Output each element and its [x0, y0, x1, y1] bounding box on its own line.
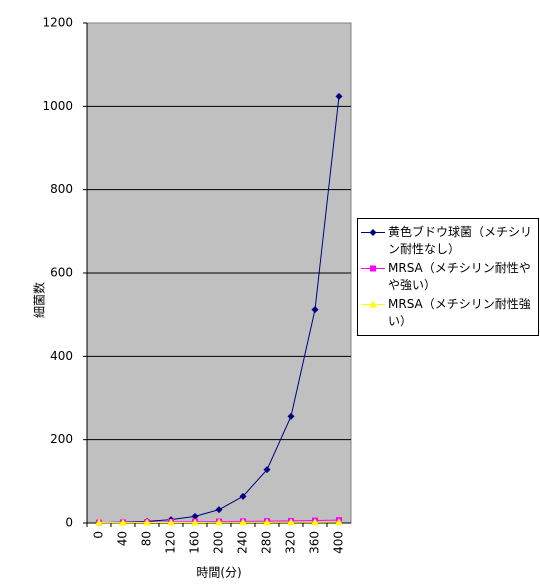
y-tick-label: 0 — [65, 516, 73, 530]
marker — [239, 518, 247, 526]
x-tick-label: 360 — [308, 531, 322, 554]
x-tick-label: 0 — [92, 531, 106, 539]
x-axis-label: 時間(分) — [196, 566, 241, 580]
marker — [370, 265, 376, 272]
legend-swatch — [361, 229, 385, 236]
legend-label: 黄色ブドウ球菌（メチシリン耐性なし） — [388, 225, 533, 256]
y-tick-label: 200 — [50, 432, 73, 446]
marker — [239, 492, 247, 500]
x-tick-label: 400 — [332, 531, 346, 554]
marker — [263, 518, 271, 526]
marker — [369, 300, 377, 308]
marker — [167, 518, 175, 526]
marker — [143, 518, 151, 526]
marker — [287, 518, 295, 526]
legend-entry: MRSA（メチシリン耐性強い） — [358, 296, 538, 330]
marker — [311, 306, 319, 314]
marker — [119, 518, 127, 526]
marker — [191, 518, 199, 526]
legend-entry: MRSA（メチシリン耐性やや強い） — [358, 260, 538, 294]
marker — [369, 229, 377, 236]
x-tick-label: 80 — [140, 531, 154, 546]
marker — [335, 92, 343, 100]
y-tick-label: 800 — [50, 182, 73, 196]
legend-swatch — [361, 265, 385, 272]
marker — [263, 466, 271, 474]
x-tick-label: 320 — [284, 531, 298, 554]
legend: 黄色ブドウ球菌（メチシリン耐性なし） MRSA（メチシリン耐性やや強い） MRSA（… — [357, 218, 539, 336]
y-axis-label: 細菌数 — [32, 282, 47, 318]
legend-label: MRSA（メチシリン耐性やや強い） — [388, 261, 531, 292]
marker — [191, 512, 199, 520]
x-tick-label: 240 — [236, 531, 250, 554]
y-tick-label: 600 — [50, 266, 73, 280]
legend-swatch — [361, 300, 385, 308]
marker — [95, 518, 103, 526]
marker — [215, 518, 223, 526]
y-tick-label: 1000 — [42, 99, 73, 113]
x-tick-label: 120 — [164, 531, 178, 554]
marker — [287, 412, 295, 420]
y-tick-label: 400 — [50, 349, 73, 363]
legend-label: MRSA（メチシリン耐性強い） — [388, 297, 531, 328]
marker — [311, 518, 319, 526]
legend-entry: 黄色ブドウ球菌（メチシリン耐性なし） — [358, 224, 538, 258]
y-tick-label: 1200 — [42, 16, 73, 30]
x-tick-label: 160 — [188, 531, 202, 554]
x-tick-label: 200 — [212, 531, 226, 554]
marker — [335, 518, 343, 526]
x-tick-label: 280 — [260, 531, 274, 554]
x-tick-label: 40 — [116, 531, 130, 546]
marker — [215, 506, 223, 514]
